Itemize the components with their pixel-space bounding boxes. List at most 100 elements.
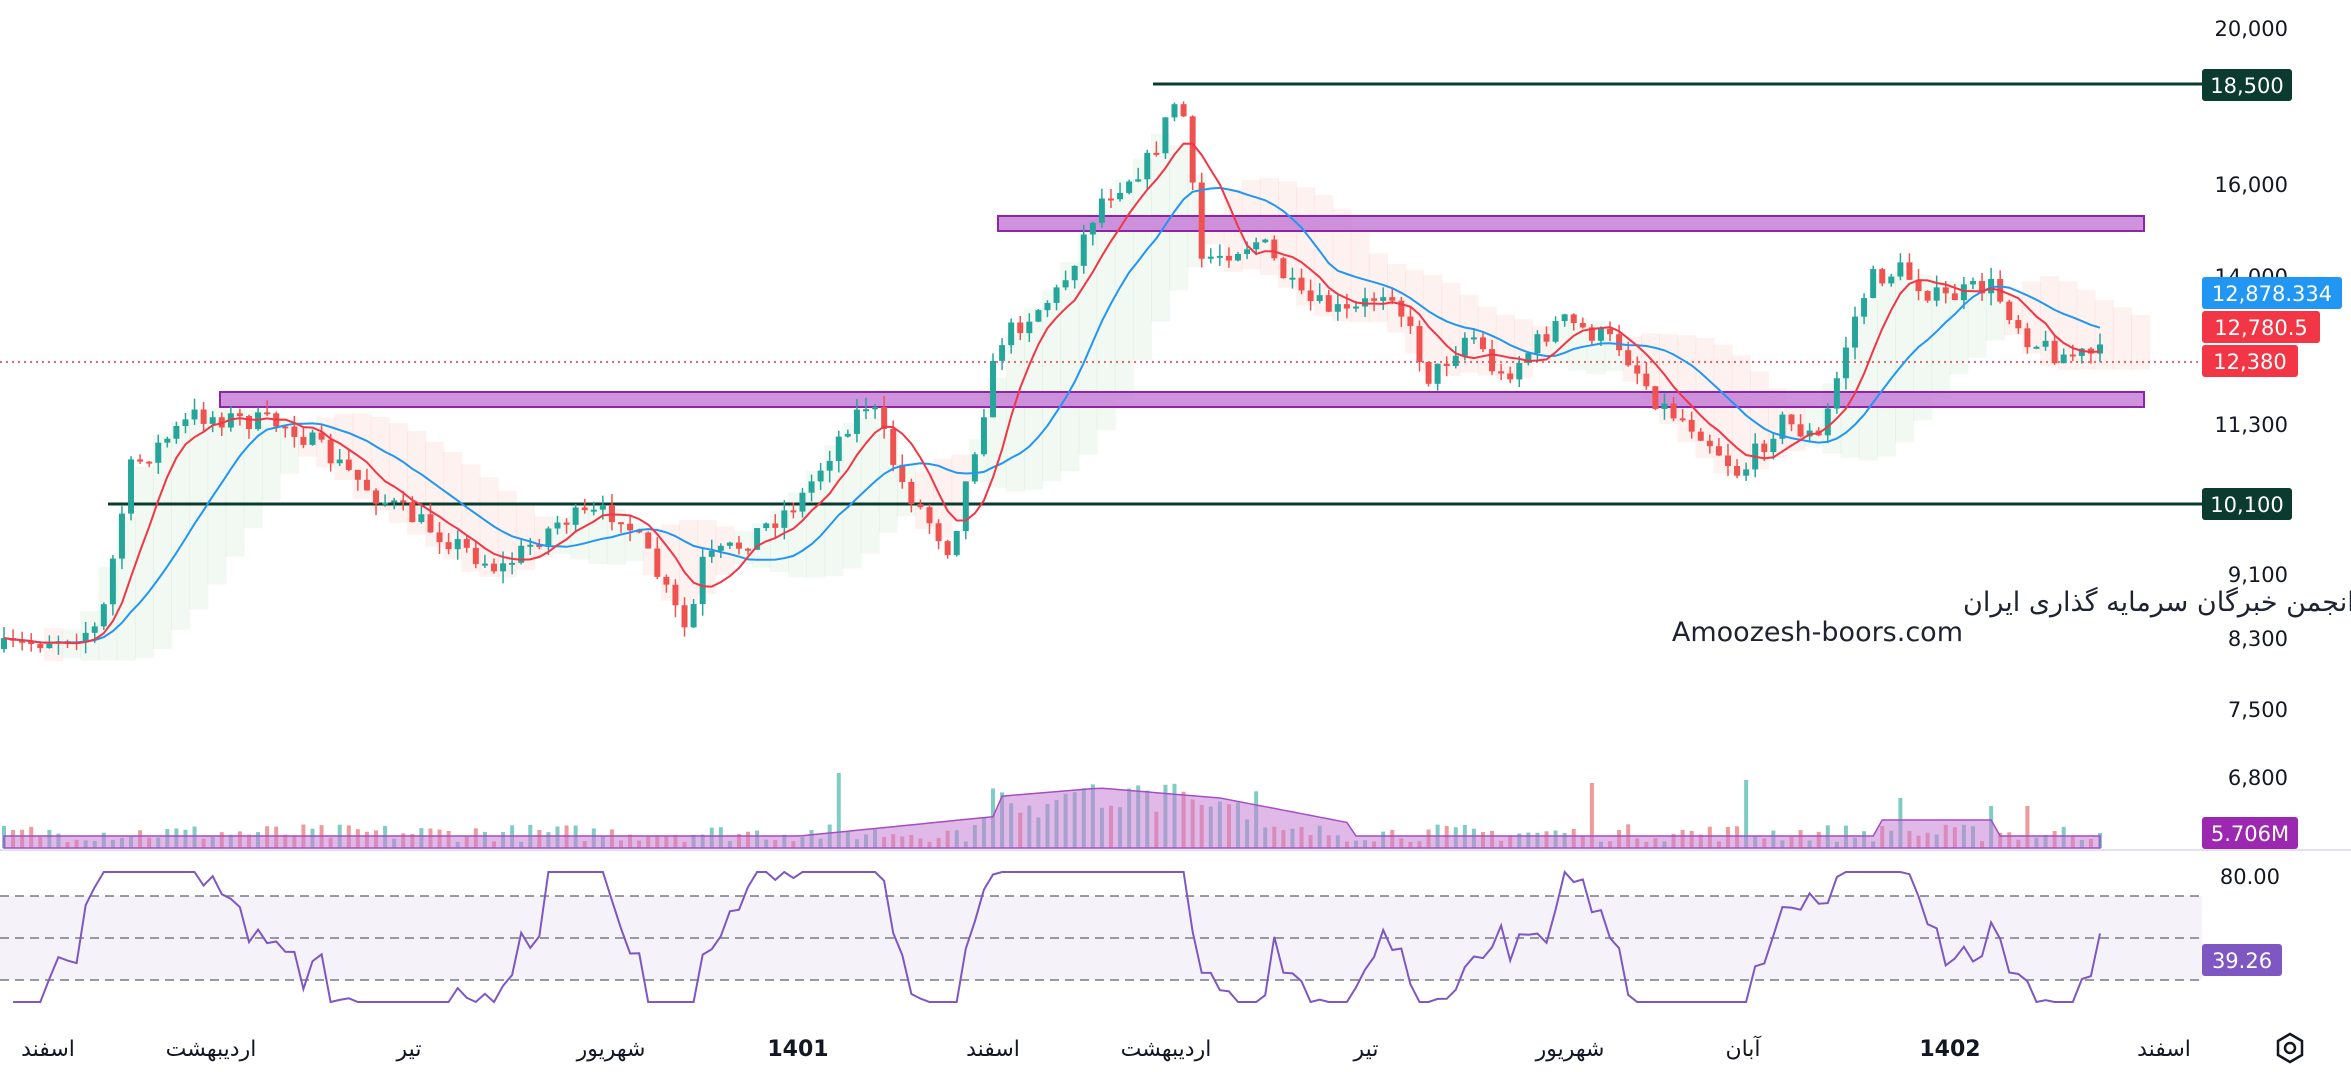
time-label-1402: 1402 [1919, 1037, 1980, 1062]
candle [1933, 275, 1940, 307]
candle [817, 463, 824, 491]
candle [82, 621, 89, 654]
candle [645, 531, 652, 549]
candle [1588, 324, 1595, 345]
candle [1107, 189, 1114, 209]
candle [391, 497, 398, 510]
price-tick-8300: 8,300 [2228, 627, 2288, 651]
candle [1643, 361, 1650, 390]
candle [1824, 403, 1831, 443]
candle [1380, 287, 1387, 310]
candle [1035, 308, 1042, 323]
candle [708, 539, 715, 563]
candle [354, 469, 361, 491]
candle [1879, 267, 1886, 287]
candle [745, 547, 752, 555]
candle [1924, 290, 1931, 303]
candle [2033, 345, 2040, 350]
candle [835, 430, 842, 473]
candle [100, 602, 107, 630]
candle [1951, 283, 1958, 301]
candle [1724, 443, 1731, 477]
candle [472, 541, 479, 569]
candle [1715, 438, 1722, 457]
candle [1797, 414, 1804, 438]
svg-text:5.706M: 5.706M [2211, 822, 2289, 846]
candle [971, 452, 978, 484]
candle [509, 552, 516, 575]
candle [2006, 299, 2013, 325]
candle [1080, 224, 1087, 274]
candle [1, 627, 7, 653]
candle [400, 491, 407, 511]
candle [382, 494, 389, 507]
candle [1833, 371, 1840, 414]
candle [1171, 102, 1178, 122]
candle [1017, 315, 1024, 341]
lower-zone[interactable] [219, 391, 2145, 408]
candle [908, 478, 915, 513]
candle [1398, 296, 1405, 327]
candle [1407, 306, 1414, 334]
candle [1470, 328, 1477, 345]
candle [1625, 341, 1632, 367]
svg-text:10,100: 10,100 [2210, 493, 2283, 517]
candle [2051, 334, 2058, 365]
candle [1861, 293, 1868, 325]
candle [2042, 330, 2049, 351]
candle [1607, 321, 1614, 342]
candle [572, 503, 579, 532]
candle [1561, 313, 1568, 327]
candle [681, 597, 688, 637]
candle [953, 530, 960, 557]
candle [1443, 356, 1450, 377]
settings-gear-icon[interactable] [2276, 1032, 2304, 1064]
candle [808, 474, 815, 502]
candle [1216, 244, 1223, 266]
price-tick-7500: 7,500 [2228, 698, 2288, 722]
candle [699, 547, 706, 616]
candle [1570, 313, 1577, 331]
candle [899, 454, 906, 489]
candle [926, 504, 933, 535]
candle [545, 526, 552, 555]
candle [182, 412, 189, 434]
svg-text:12,380: 12,380 [2213, 350, 2286, 374]
candle [1235, 251, 1242, 262]
candle [1534, 330, 1541, 361]
svg-text:18,500: 18,500 [2210, 74, 2283, 98]
candle [1852, 306, 1859, 360]
candle [1044, 300, 1051, 318]
time-label-shahrivar-2: شهریور [1535, 1037, 1605, 1062]
candle [1842, 336, 1849, 390]
candle [1225, 247, 1232, 268]
volume-bar [2025, 806, 2030, 848]
candle [1507, 366, 1514, 384]
candle [209, 411, 216, 433]
candle [1670, 397, 1677, 422]
candle [881, 396, 888, 439]
candle [300, 427, 307, 449]
candle [1706, 434, 1713, 454]
moving-average-blue [3, 186, 2101, 644]
candle [155, 434, 162, 474]
rsi-line [13, 869, 2101, 1004]
time-label-esfand-3: اسفند [2137, 1037, 2191, 1062]
candle [1416, 320, 1423, 372]
rsi-tick-80: 80.00 [2220, 865, 2280, 889]
upper-zone[interactable] [997, 215, 2145, 232]
price-tag-last: 12,380 [2202, 345, 2298, 377]
candle [935, 519, 942, 550]
candle [1425, 361, 1432, 387]
time-label-esfand-1: اسفند [21, 1037, 75, 1062]
candle [1362, 287, 1369, 317]
time-label-tir-2: تیر [1353, 1037, 1379, 1062]
candle [1325, 290, 1332, 313]
time-label-tir-1: تیر [396, 1037, 422, 1062]
candle [790, 502, 797, 519]
time-axis: اسفند اردیبهشت تیر شهریور 1401 اسفند ارد… [21, 1035, 2191, 1062]
candle [1271, 235, 1278, 261]
candle [327, 433, 334, 472]
